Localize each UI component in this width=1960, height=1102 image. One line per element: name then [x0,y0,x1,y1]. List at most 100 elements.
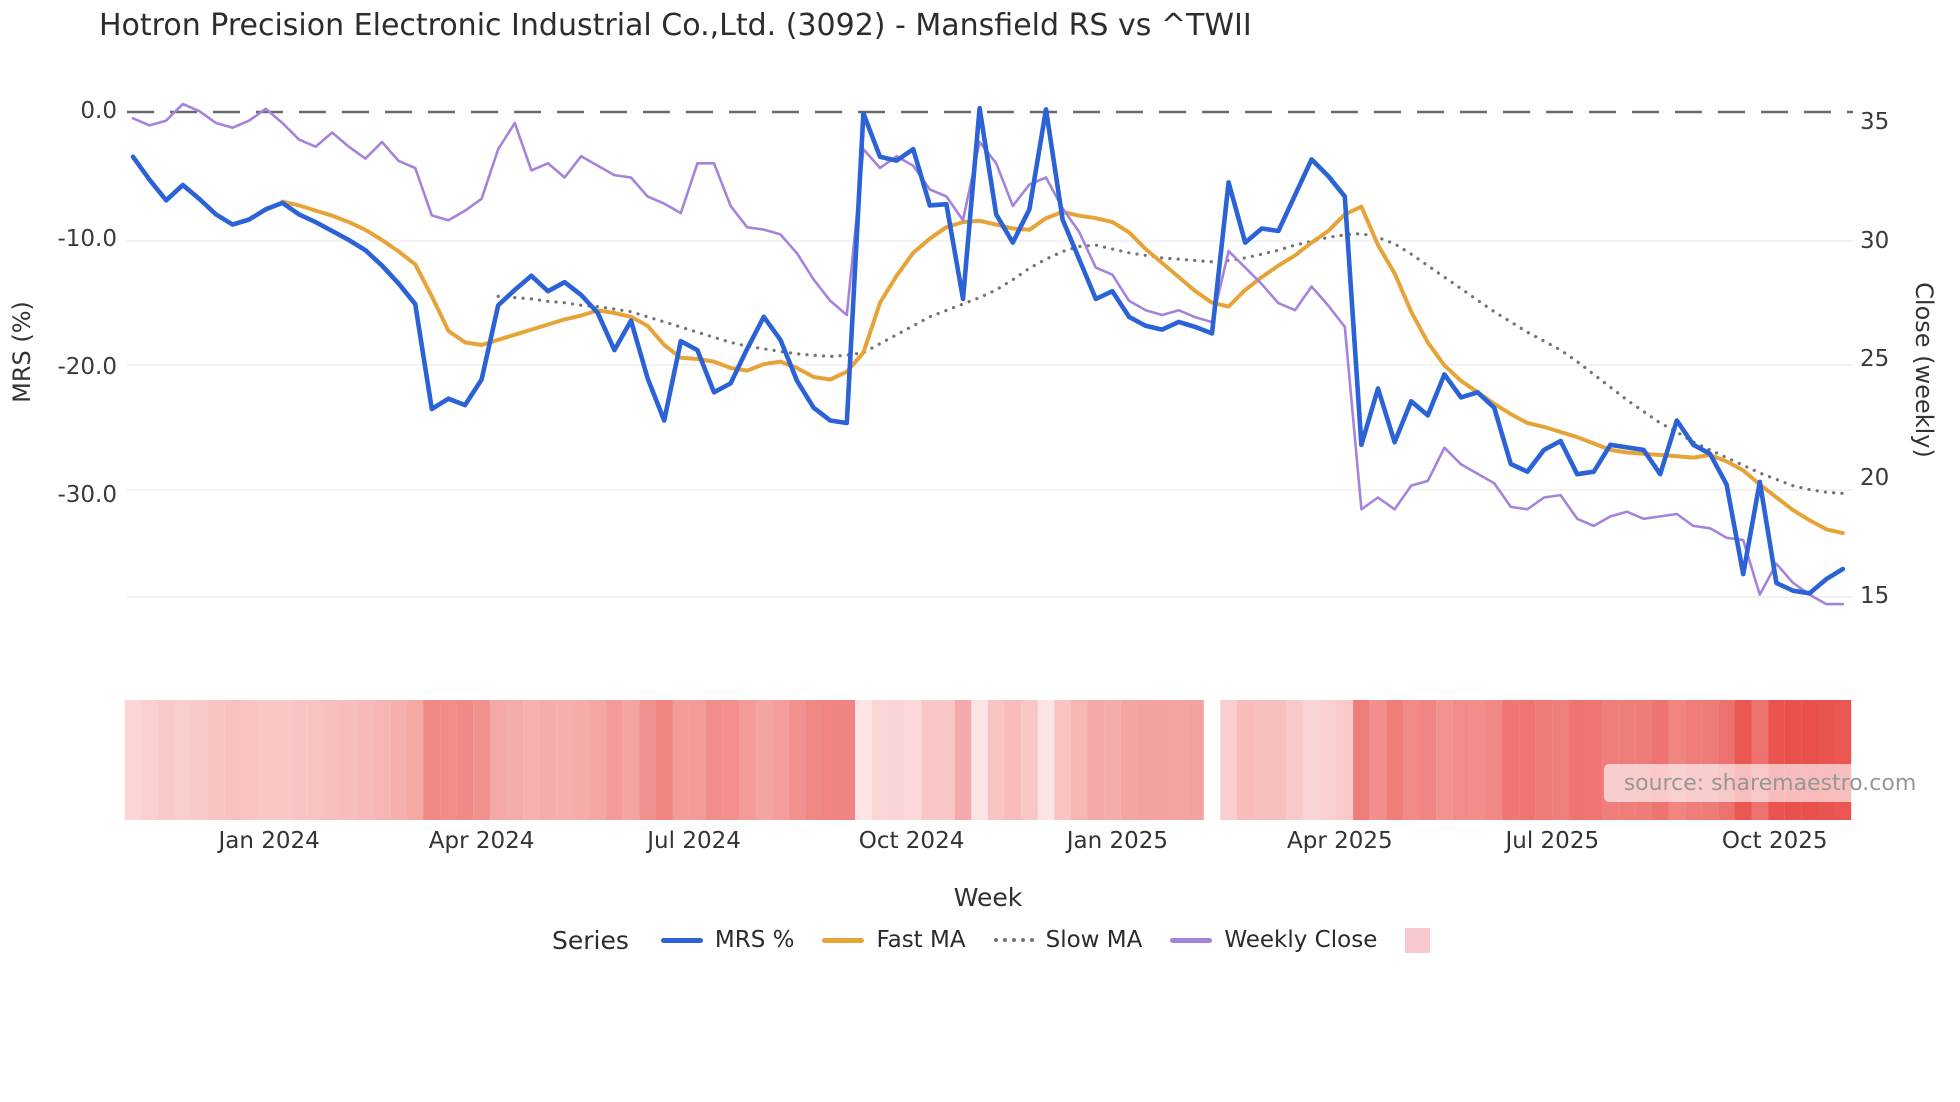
legend-item-label: MRS % [714,927,795,953]
x-tick-label: Oct 2024 [858,828,965,854]
x-axis-title: Week [953,883,1023,912]
heatmap-cell [1319,700,1337,820]
heatmap-cell [440,700,457,820]
heatmap-cell [1270,700,1287,820]
heatmap-cell [1021,700,1038,820]
heatmap-cell [855,700,872,820]
heatmap-cell [821,700,839,820]
heatmap-cell [323,700,341,820]
y-right-tick-label: 35 [1860,109,1890,135]
x-tick-label: Apr 2024 [428,828,535,854]
heatmap-cell [124,700,142,820]
heatmap-cell [1004,700,1022,820]
heatmap-cell [1734,700,1752,820]
y-right-tick-label: 15 [1860,583,1890,609]
heatmap-cell [1668,700,1686,820]
heatmap-cell [1170,700,1188,820]
heatmap-cell [954,700,972,820]
heatmap-cell [1485,700,1503,820]
heatmap-cell [1751,700,1769,820]
heatmap-cell [1568,700,1586,820]
legend-item-label: Weekly Close [1224,927,1378,953]
legend-item-fast-ma: Fast MA [822,927,966,953]
heatmap-cell [174,700,192,820]
heatmap-cell [589,700,607,820]
chart-title: Hotron Precision Electronic Industrial C… [99,8,1252,43]
x-tick-label: Jan 2024 [218,828,320,854]
heatmap-cell [1469,700,1486,820]
heatmap-cell [1236,700,1254,820]
x-tick-label: Apr 2025 [1286,828,1393,854]
source-text: source: sharemaestro.com [1623,770,1917,796]
heatmap-cell [1552,700,1569,820]
heatmap-cell [655,700,673,820]
series-line-mrs- [130,105,1846,596]
y-right-tick-label: 30 [1860,227,1890,254]
x-axis-ticks: Jan 2024 Apr 2024 Jul 2024 Oct 2024 Jan 2025… [0,828,1960,858]
heatmap-cell [1054,700,1071,820]
y-axis-right-ticks: 35 30 25 20 15 [1860,0,1960,700]
heatmap-cell [1618,700,1636,820]
legend-square-swatch [1405,927,1431,953]
heatmap-cell [1817,700,1835,820]
heatmap-cell [1070,700,1088,820]
x-tick-label: Jul 2024 [647,828,741,854]
heatmap-cell [1419,700,1437,820]
heatmap-cell [1037,700,1055,820]
heatmap-cell [838,700,856,820]
heatmap-cell [473,700,490,820]
heatmap-cell [1253,700,1271,820]
heatmap-cell [904,700,922,820]
heatmap-cell [1353,700,1370,820]
heatmap-cell [1452,700,1470,820]
heatmap-cell [1220,700,1237,820]
heatmap-cell [1087,700,1105,820]
heatmap-cell [1369,700,1387,820]
heatmap-cell [689,700,706,820]
heatmap-cell [191,700,208,820]
legend-line-swatch [1170,937,1213,943]
heatmap-cell [1635,700,1652,820]
heatmap-cell [672,700,690,820]
heatmap-cell [572,700,590,820]
x-tick-label: Jul 2025 [1505,828,1600,854]
heatmap-cell [871,700,889,820]
heatmap-cell [456,700,474,820]
heatmap-cell [772,700,789,820]
heatmap-cell [1120,700,1138,820]
heatmap-cell [340,700,358,820]
heatmap-cell [1585,700,1603,820]
heatmap-cell [523,700,540,820]
legend-line-swatch [660,937,703,943]
heatmap-cell [224,700,241,820]
heatmap-cell [257,700,275,820]
heatmap-cell [755,700,773,820]
source-attribution: source: sharemaestro.com [1604,764,1936,802]
heatmap-cell [373,700,391,820]
legend-item-label: Fast MA [876,927,966,953]
heatmap-cell [1801,700,1818,820]
heatmap-cell [888,700,905,820]
legend-item-heat [1405,927,1431,953]
legend-item-label: Slow MA [1045,927,1143,953]
heatmap-cell [987,700,1005,820]
y-axis-right-title: Close (weekly) [1910,282,1938,458]
heatmap-cell [1336,700,1354,820]
heatmap-cell [1187,700,1204,820]
heatmap-cell [639,700,656,820]
heatmap-cell [1602,700,1619,820]
heatmap-cell [1303,700,1320,820]
heatmap-cell [556,700,573,820]
heatmap-cell [1286,700,1304,820]
heatmap-cell [157,700,175,820]
heatmap-cell [423,700,441,820]
heatmap-cell [539,700,557,820]
heatmap-cell [1137,700,1154,820]
legend-item-mrs-: MRS % [660,927,795,953]
heatmap-cell [805,700,822,820]
legend-title: Series [552,925,629,955]
y-left-tick-label: -20.0 [57,354,117,380]
heatmap-cell [1784,700,1802,820]
